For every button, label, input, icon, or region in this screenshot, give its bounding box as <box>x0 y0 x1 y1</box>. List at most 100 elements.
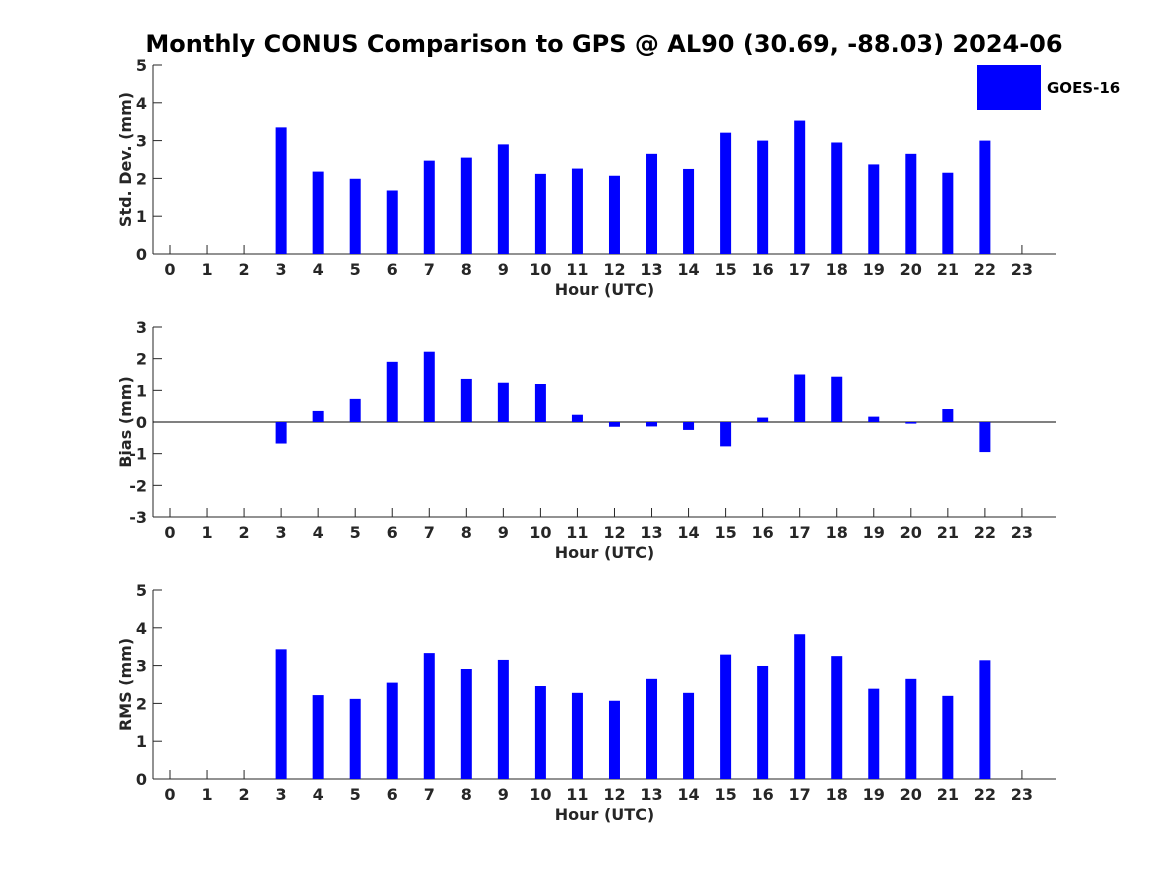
y-axis-label: RMS (mm) <box>116 638 135 731</box>
x-tick-label: 16 <box>752 785 774 804</box>
x-tick-label: 22 <box>974 523 996 542</box>
y-axis-label: Std. Dev. (mm) <box>116 92 135 227</box>
bar-hour-13 <box>646 422 658 427</box>
x-tick-label: 20 <box>900 785 922 804</box>
x-tick-label: 19 <box>863 523 885 542</box>
x-tick-label: 17 <box>789 785 811 804</box>
x-tick-label: 6 <box>387 523 398 542</box>
bar-hour-8 <box>460 157 472 254</box>
x-tick-label: 6 <box>387 260 398 279</box>
bar-hour-19 <box>868 164 880 254</box>
bar-hour-16 <box>757 665 769 779</box>
x-tick-label: 1 <box>201 260 212 279</box>
x-tick-label: 15 <box>714 260 736 279</box>
bar-hour-10 <box>534 686 546 779</box>
x-tick-label: 12 <box>603 260 625 279</box>
x-tick-label: 11 <box>566 523 588 542</box>
bar-hour-22 <box>979 422 991 453</box>
bar-hour-13 <box>646 153 658 254</box>
x-tick-label: 1 <box>201 523 212 542</box>
x-tick-label: 16 <box>752 260 774 279</box>
x-tick-label: 15 <box>714 523 736 542</box>
bar-hour-3 <box>275 422 287 444</box>
y-tick-label: -1 <box>129 445 147 464</box>
x-tick-label: 12 <box>603 785 625 804</box>
x-tick-label: 7 <box>424 260 435 279</box>
x-tick-label: 19 <box>863 785 885 804</box>
y-tick-label: 5 <box>136 56 147 75</box>
x-tick-label: 14 <box>677 523 699 542</box>
x-tick-label: 14 <box>677 785 699 804</box>
x-tick-label: 21 <box>937 523 959 542</box>
x-tick-label: 2 <box>239 260 250 279</box>
y-tick-label: 2 <box>136 694 147 713</box>
x-tick-label: 18 <box>826 523 848 542</box>
bar-hour-17 <box>794 120 806 254</box>
x-tick-label: 16 <box>752 523 774 542</box>
bar-hour-6 <box>386 682 398 779</box>
y-tick-label: 0 <box>136 245 147 264</box>
y-tick-label: -2 <box>129 476 147 495</box>
bar-hour-15 <box>720 654 732 779</box>
x-tick-label: 8 <box>461 523 472 542</box>
bar-hour-13 <box>646 678 658 779</box>
bar-hour-20 <box>905 678 917 779</box>
x-axis-label: Hour (UTC) <box>555 805 655 824</box>
x-tick-label: 19 <box>863 260 885 279</box>
y-tick-label: 0 <box>136 770 147 789</box>
x-tick-label: 8 <box>461 260 472 279</box>
bar-hour-17 <box>794 634 806 779</box>
y-tick-label: 3 <box>136 318 147 337</box>
x-tick-label: 15 <box>714 785 736 804</box>
x-tick-label: 11 <box>566 785 588 804</box>
bar-hour-19 <box>868 688 880 779</box>
x-tick-label: 7 <box>424 523 435 542</box>
x-tick-label: 5 <box>350 260 361 279</box>
bar-hour-14 <box>683 168 695 254</box>
bar-hour-11 <box>571 168 583 254</box>
x-tick-label: 13 <box>640 523 662 542</box>
x-tick-label: 22 <box>974 785 996 804</box>
x-tick-label: 10 <box>529 523 551 542</box>
bar-hour-3 <box>275 127 287 254</box>
bar-hour-20 <box>905 153 917 254</box>
bar-hour-9 <box>497 382 509 422</box>
x-tick-label: 18 <box>826 260 848 279</box>
legend-swatch <box>977 65 1041 110</box>
bar-hour-12 <box>608 700 620 779</box>
bar-hour-14 <box>683 692 695 779</box>
bar-hour-9 <box>497 144 509 254</box>
bar-hour-19 <box>868 416 880 422</box>
legend-label: GOES-16 <box>1047 79 1120 97</box>
bar-hour-7 <box>423 653 435 779</box>
x-tick-label: 10 <box>529 785 551 804</box>
bar-hour-18 <box>831 656 843 779</box>
bar-hour-21 <box>942 695 954 779</box>
x-tick-label: 9 <box>498 785 509 804</box>
x-tick-label: 11 <box>566 260 588 279</box>
x-tick-label: 4 <box>313 523 324 542</box>
x-tick-label: 22 <box>974 260 996 279</box>
bar-hour-4 <box>312 410 324 422</box>
bar-hour-14 <box>683 422 695 430</box>
bar-hour-21 <box>942 172 954 254</box>
y-axis-label: Bias (mm) <box>116 376 135 468</box>
bar-hour-12 <box>608 422 620 427</box>
bar-hour-7 <box>423 351 435 422</box>
y-tick-label: 3 <box>136 657 147 676</box>
bar-hour-3 <box>275 649 287 779</box>
y-tick-label: 5 <box>136 581 147 600</box>
bar-hour-15 <box>720 132 732 254</box>
bar-hour-20 <box>905 422 917 424</box>
x-axis-label: Hour (UTC) <box>555 543 655 562</box>
x-tick-label: 17 <box>789 260 811 279</box>
x-tick-label: 23 <box>1011 260 1033 279</box>
bar-hour-4 <box>312 171 324 254</box>
x-tick-label: 2 <box>239 523 250 542</box>
chart-title: Monthly CONUS Comparison to GPS @ AL90 (… <box>145 30 1062 58</box>
bar-hour-22 <box>979 660 991 779</box>
x-tick-label: 21 <box>937 785 959 804</box>
x-tick-label: 3 <box>276 523 287 542</box>
